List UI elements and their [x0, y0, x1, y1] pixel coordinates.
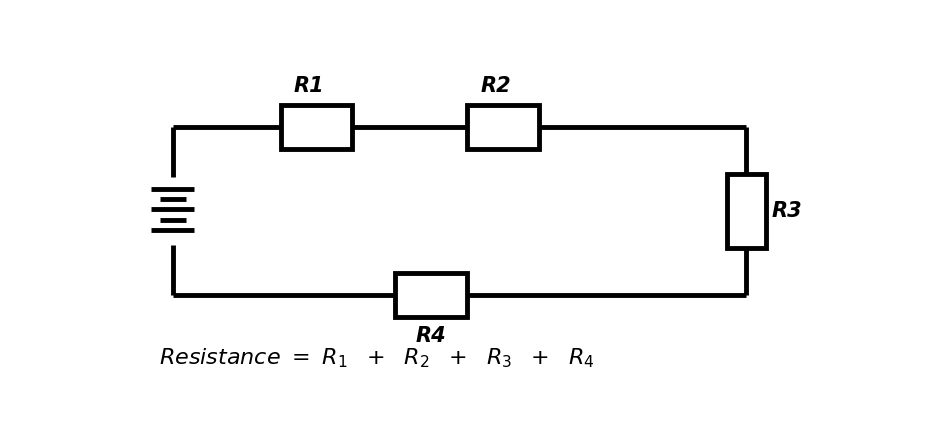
FancyBboxPatch shape: [467, 105, 538, 148]
FancyBboxPatch shape: [395, 273, 467, 317]
Text: R1: R1: [294, 76, 325, 96]
Text: $\mathbf{\mathit{Resistance\ =\ R_1\ \ +\ \ R_2\ \ +\ \ R_3\ \ +\ \ R_4}}$: $\mathbf{\mathit{Resistance\ =\ R_1\ \ +…: [159, 346, 594, 370]
Text: R2: R2: [480, 76, 511, 96]
Text: R3: R3: [771, 201, 802, 221]
FancyBboxPatch shape: [727, 174, 766, 248]
FancyBboxPatch shape: [280, 105, 352, 148]
Text: R4: R4: [415, 326, 447, 346]
